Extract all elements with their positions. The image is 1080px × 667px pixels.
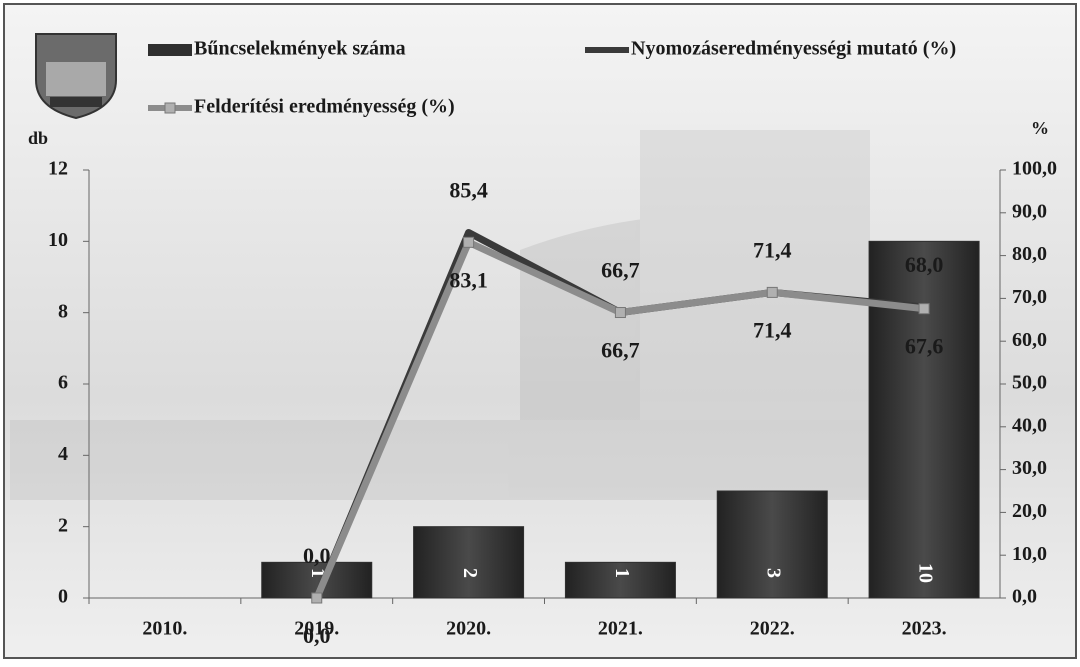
x-tick-label: 2022. xyxy=(750,618,795,640)
line-marker xyxy=(463,236,475,248)
bar xyxy=(413,526,525,599)
y2-tick-label: 80,0 xyxy=(1012,243,1047,265)
bar xyxy=(716,490,828,599)
bar xyxy=(564,561,676,599)
y2-tick-label: 0,0 xyxy=(1012,586,1037,608)
y2-tick-label: 10,0 xyxy=(1012,543,1047,565)
line-marker xyxy=(918,303,930,315)
line-value-label: 85,4 xyxy=(449,178,488,203)
y2-tick-label: 60,0 xyxy=(1012,329,1047,351)
legend-label: Nyomozáseredményességi mutató (%) xyxy=(631,38,956,60)
legend-marker xyxy=(164,102,176,114)
line-value-label: 66,7 xyxy=(601,338,640,363)
line-marker xyxy=(614,307,626,319)
y2-tick-label: 30,0 xyxy=(1012,457,1047,479)
y-tick-label: 10 xyxy=(48,229,68,251)
line-value-label: 67,6 xyxy=(905,334,944,359)
line-value-label: 0,0 xyxy=(303,543,331,568)
x-tick-label: 2010. xyxy=(142,618,187,640)
line-value-label: 0,0 xyxy=(303,623,331,648)
y2-axis-label: % xyxy=(1031,118,1049,138)
line-value-label: 71,4 xyxy=(753,237,792,262)
y-tick-label: 12 xyxy=(48,158,68,180)
line-value-label: 66,7 xyxy=(601,258,640,283)
y-tick-label: 6 xyxy=(58,372,68,394)
x-tick-label: 2023. xyxy=(902,618,947,640)
y2-tick-label: 100,0 xyxy=(1012,158,1057,180)
legend-label: Bűncselekmények száma xyxy=(194,38,406,60)
y2-tick-label: 40,0 xyxy=(1012,414,1047,436)
bar-value-label: 1 xyxy=(611,568,633,578)
x-tick-label: 2020. xyxy=(446,618,491,640)
y-tick-label: 4 xyxy=(58,443,68,465)
y-axis-label: db xyxy=(28,128,48,148)
y2-tick-label: 20,0 xyxy=(1012,500,1047,522)
y2-tick-label: 70,0 xyxy=(1012,286,1047,308)
bar xyxy=(868,240,980,599)
y-tick-label: 8 xyxy=(58,300,68,322)
y-tick-label: 0 xyxy=(58,586,68,608)
y2-tick-label: 50,0 xyxy=(1012,372,1047,394)
bar-value-label: 3 xyxy=(763,568,785,578)
x-tick-label: 2021. xyxy=(598,618,643,640)
y-tick-label: 2 xyxy=(58,514,68,536)
legend-label: Felderítési eredményesség (%) xyxy=(194,96,455,118)
police-logo xyxy=(35,33,117,120)
legend-swatch xyxy=(148,44,192,56)
line-value-label: 83,1 xyxy=(449,267,488,292)
line-value-label: 68,0 xyxy=(905,252,944,277)
bar-value-label: 1 xyxy=(307,568,329,578)
line-marker xyxy=(766,286,778,298)
bar-value-label: 2 xyxy=(459,568,481,578)
bar-value-label: 10 xyxy=(914,563,936,583)
line-value-label: 71,4 xyxy=(753,317,792,342)
line-marker xyxy=(311,592,323,604)
x-tick-label: 2019. xyxy=(294,618,339,640)
y2-tick-label: 90,0 xyxy=(1012,200,1047,222)
